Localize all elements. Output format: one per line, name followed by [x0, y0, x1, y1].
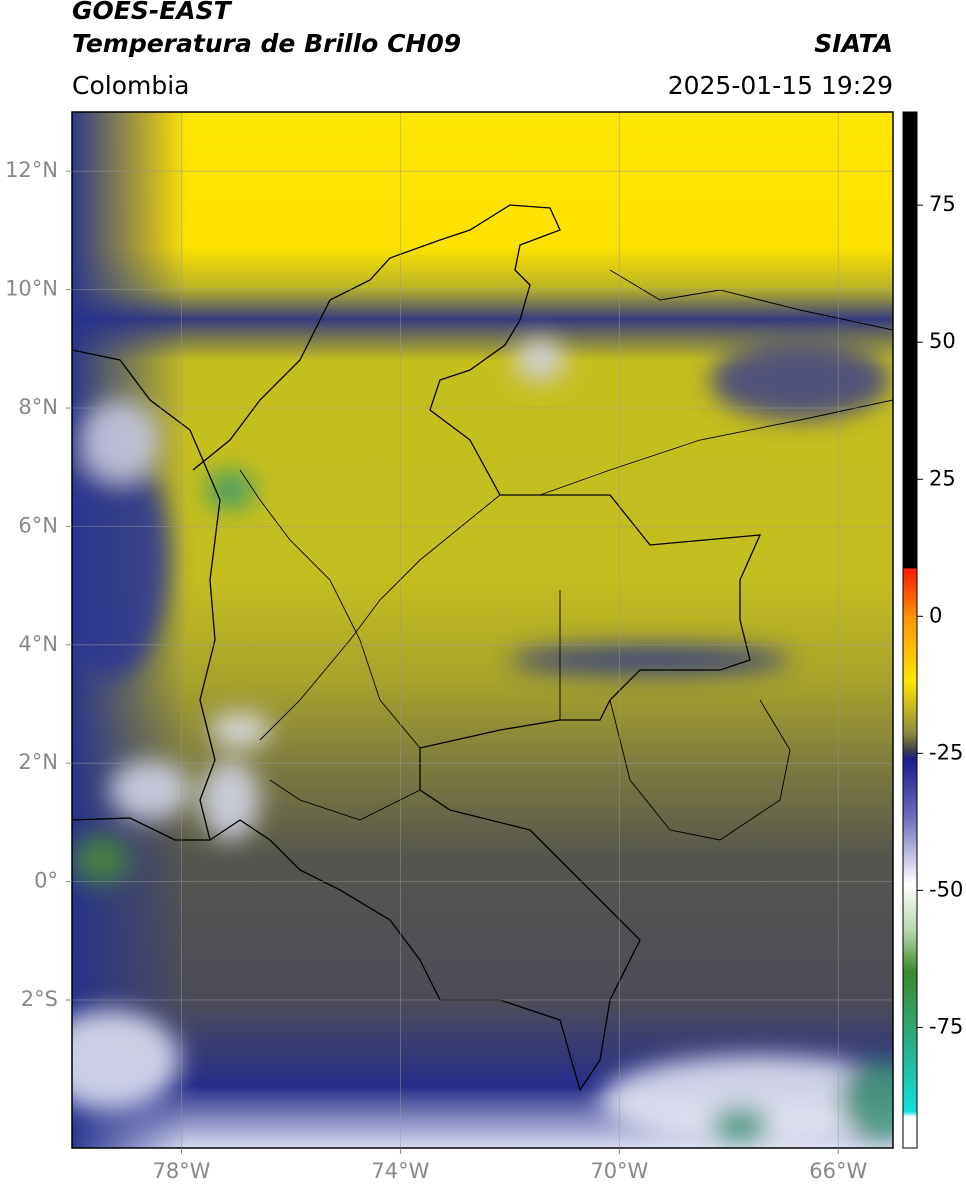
y-tick-label: 8°N [18, 395, 58, 419]
y-tick-label: 10°N [5, 277, 58, 301]
colorbar-tick-label: 75 [929, 192, 956, 216]
source: SIATA [814, 29, 893, 58]
x-tick-label: 70°W [590, 1159, 648, 1183]
x-tick-label: 78°W [152, 1159, 210, 1183]
y-tick-label: 0° [34, 869, 58, 893]
colorbar [902, 111, 918, 1149]
colorbar-tick-label: 50 [929, 329, 956, 353]
x-tick-label: 66°W [809, 1159, 867, 1183]
subtitle: Temperatura de Brillo CH09 [72, 29, 461, 58]
colorbar-tick-label: -50 [929, 877, 963, 901]
y-tick-label: 6°N [18, 513, 58, 537]
x-tick-label: 74°W [371, 1159, 429, 1183]
timestamp: 2025-01-15 19:29 [668, 71, 893, 100]
y-tick-label: 4°N [18, 632, 58, 656]
y-tick-label: 2°S [21, 987, 58, 1011]
colorbar-tick-label: -75 [929, 1014, 963, 1038]
satellite-image [72, 112, 893, 1148]
grid [72, 112, 893, 1148]
colorbar-tick-label: -25 [929, 740, 963, 764]
y-tick-label: 12°N [5, 158, 58, 182]
colorbar-tick-label: 25 [929, 466, 956, 490]
title: GOES-EAST [72, 0, 233, 25]
region: Colombia [72, 71, 189, 100]
map-frame [71, 111, 894, 1149]
y-tick-label: 2°N [18, 750, 58, 774]
colorbar-tick-label: 0 [929, 603, 942, 627]
